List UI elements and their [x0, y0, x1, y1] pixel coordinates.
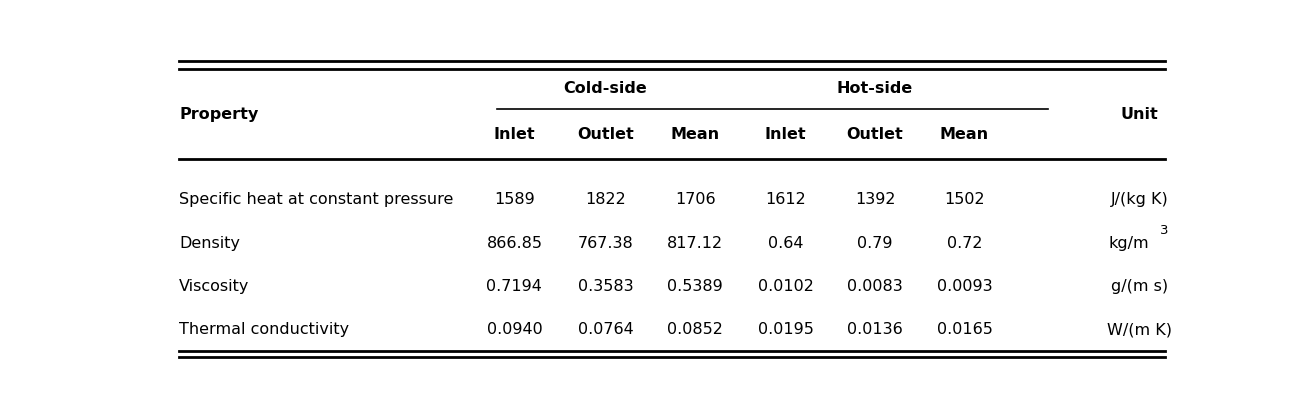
Text: J/(kg K): J/(kg K) [1110, 192, 1168, 207]
Text: Mean: Mean [940, 127, 988, 142]
Text: 0.0764: 0.0764 [578, 322, 633, 336]
Text: 817.12: 817.12 [667, 235, 724, 250]
Text: 1822: 1822 [586, 192, 627, 207]
Text: kg/m: kg/m [1109, 235, 1150, 250]
Text: 1612: 1612 [766, 192, 806, 207]
Text: 1502: 1502 [944, 192, 985, 207]
Text: 0.0083: 0.0083 [847, 278, 903, 294]
Text: Cold-side: Cold-side [562, 81, 646, 96]
Text: 0.0195: 0.0195 [758, 322, 814, 336]
Text: 866.85: 866.85 [486, 235, 543, 250]
Text: 0.79: 0.79 [857, 235, 893, 250]
Text: 0.0940: 0.0940 [486, 322, 543, 336]
Text: Unit: Unit [1121, 107, 1158, 122]
Text: 0.72: 0.72 [947, 235, 982, 250]
Text: 1589: 1589 [494, 192, 535, 207]
Text: 1392: 1392 [855, 192, 895, 207]
Text: 0.7194: 0.7194 [486, 278, 543, 294]
Text: 3: 3 [1160, 224, 1169, 237]
Text: Thermal conductivity: Thermal conductivity [180, 322, 349, 336]
Text: Outlet: Outlet [847, 127, 903, 142]
Text: Inlet: Inlet [764, 127, 806, 142]
Text: Density: Density [180, 235, 240, 250]
Text: g/(m s): g/(m s) [1110, 278, 1168, 294]
Text: 0.5389: 0.5389 [667, 278, 724, 294]
Text: Property: Property [180, 107, 258, 122]
Text: 0.3583: 0.3583 [578, 278, 633, 294]
Text: 0.0165: 0.0165 [936, 322, 992, 336]
Text: 0.0852: 0.0852 [667, 322, 724, 336]
Text: Viscosity: Viscosity [180, 278, 249, 294]
Text: 0.0102: 0.0102 [758, 278, 814, 294]
Text: Outlet: Outlet [577, 127, 635, 142]
Text: Hot-side: Hot-side [836, 81, 914, 96]
Text: 0.64: 0.64 [768, 235, 804, 250]
Text: W/(m K): W/(m K) [1106, 322, 1172, 336]
Text: 0.0093: 0.0093 [936, 278, 992, 294]
Text: Specific heat at constant pressure: Specific heat at constant pressure [180, 192, 454, 207]
Text: Inlet: Inlet [493, 127, 535, 142]
Text: 0.0136: 0.0136 [847, 322, 903, 336]
Text: 1706: 1706 [675, 192, 716, 207]
Text: 767.38: 767.38 [578, 235, 633, 250]
Text: Mean: Mean [671, 127, 720, 142]
